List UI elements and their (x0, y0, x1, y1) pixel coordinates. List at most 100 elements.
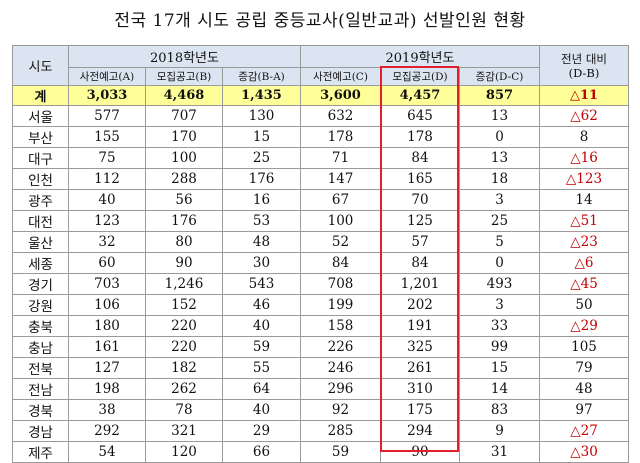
value-cell: 191 (380, 315, 460, 337)
table-row: 경북 38 78 40 92 175 83 97 (12, 399, 629, 421)
value-cell: 310 (380, 378, 460, 400)
value-cell: 64 (222, 378, 301, 400)
value-cell: 147 (300, 168, 381, 190)
value-cell: 13 (459, 147, 540, 169)
diff-cell: 48 (539, 378, 629, 400)
value-cell: 180 (68, 315, 146, 337)
table-row: 제주 54 120 66 59 90 31 △30 (12, 441, 629, 463)
value-cell: 31 (459, 441, 540, 463)
selection-table: 시도 2018학년도 2019학년도 전년 대비 (D-B) 사전예고(A) 모… (12, 45, 629, 463)
table-row: 강원 106 152 46 199 202 3 50 (12, 294, 629, 316)
value-cell: 5 (459, 231, 540, 253)
value-cell: 3 (459, 294, 540, 316)
region-cell: 강원 (12, 294, 69, 316)
diff-cell: △51 (539, 210, 629, 232)
table-row: 울산 32 80 48 52 57 5 △23 (12, 231, 629, 253)
value-cell: 294 (380, 420, 460, 442)
value-cell: 178 (380, 126, 460, 148)
value-cell: 120 (145, 441, 223, 463)
value-cell: 703 (68, 273, 146, 295)
region-cell: 충남 (12, 336, 69, 358)
diff-cell: 14 (539, 189, 629, 211)
value-cell: 60 (68, 252, 146, 274)
value-cell: 285 (300, 420, 381, 442)
value-cell: 707 (145, 105, 223, 127)
region-cell: 경북 (12, 399, 69, 421)
value-cell: 99 (459, 336, 540, 358)
region-cell: 충북 (12, 315, 69, 337)
value-cell: 325 (380, 336, 460, 358)
value-cell: 40 (222, 399, 301, 421)
value-cell: 165 (380, 168, 460, 190)
subheader-2018-notice: 사전예고(A) (68, 67, 146, 86)
value-cell: 175 (380, 399, 460, 421)
total-cell: 3,600 (300, 85, 381, 106)
value-cell: 543 (222, 273, 301, 295)
value-cell: 130 (222, 105, 301, 127)
value-cell: 493 (459, 273, 540, 295)
value-cell: 645 (380, 105, 460, 127)
value-cell: 40 (68, 189, 146, 211)
value-cell: 100 (145, 147, 223, 169)
value-cell: 71 (300, 147, 381, 169)
region-cell: 전북 (12, 357, 69, 379)
table-row: 광주 40 56 16 67 70 3 14 (12, 189, 629, 211)
value-cell: 178 (300, 126, 381, 148)
total-label: 계 (12, 85, 69, 106)
value-cell: 67 (300, 189, 381, 211)
region-cell: 제주 (12, 441, 69, 463)
value-cell: 46 (222, 294, 301, 316)
total-row: 계 3,033 4,468 1,435 3,600 4,457 857 △11 (12, 85, 629, 106)
header-sido: 시도 (12, 45, 69, 86)
value-cell: 83 (459, 399, 540, 421)
total-cell: 4,468 (145, 85, 223, 106)
value-cell: 84 (380, 147, 460, 169)
value-cell: 288 (145, 168, 223, 190)
value-cell: 92 (300, 399, 381, 421)
value-cell: 198 (68, 378, 146, 400)
value-cell: 0 (459, 126, 540, 148)
table-row: 세종 60 90 30 84 84 0 △6 (12, 252, 629, 274)
value-cell: 632 (300, 105, 381, 127)
table-row: 전남 198 262 64 296 310 14 48 (12, 378, 629, 400)
value-cell: 220 (145, 315, 223, 337)
total-cell: 3,033 (68, 85, 146, 106)
value-cell: 123 (68, 210, 146, 232)
diff-cell: △16 (539, 147, 629, 169)
diff-cell: △29 (539, 315, 629, 337)
value-cell: 80 (145, 231, 223, 253)
diff-cell: 79 (539, 357, 629, 379)
region-cell: 경기 (12, 273, 69, 295)
value-cell: 127 (68, 357, 146, 379)
total-cell: 857 (459, 85, 540, 106)
value-cell: 292 (68, 420, 146, 442)
header-diff: 전년 대비 (D-B) (539, 45, 629, 86)
diff-cell: 8 (539, 126, 629, 148)
document-title: 전국 17개 시도 공립 중등교사(일반교과) 선발인원 현황 (114, 11, 526, 31)
value-cell: 48 (222, 231, 301, 253)
diff-cell: △45 (539, 273, 629, 295)
value-cell: 112 (68, 168, 146, 190)
table-row: 대전 123 176 53 100 125 25 △51 (12, 210, 629, 232)
value-cell: 59 (222, 336, 301, 358)
diff-cell: △123 (539, 168, 629, 190)
value-cell: 0 (459, 252, 540, 274)
value-cell: 152 (145, 294, 223, 316)
region-cell: 대전 (12, 210, 69, 232)
table-row: 부산 155 170 15 178 178 0 8 (12, 126, 629, 148)
total-diff: △11 (539, 85, 629, 106)
diff-cell: △62 (539, 105, 629, 127)
table-row: 충북 180 220 40 158 191 33 △29 (12, 315, 629, 337)
value-cell: 182 (145, 357, 223, 379)
table-row: 충남 161 220 59 226 325 99 105 (12, 336, 629, 358)
diff-cell: △27 (539, 420, 629, 442)
value-cell: 176 (145, 210, 223, 232)
header-year-2018: 2018학년도 (68, 45, 301, 68)
value-cell: 25 (459, 210, 540, 232)
value-cell: 202 (380, 294, 460, 316)
value-cell: 321 (145, 420, 223, 442)
value-cell: 158 (300, 315, 381, 337)
value-cell: 78 (145, 399, 223, 421)
subheader-2019-recruit: 모집공고(D) (380, 67, 460, 86)
value-cell: 55 (222, 357, 301, 379)
